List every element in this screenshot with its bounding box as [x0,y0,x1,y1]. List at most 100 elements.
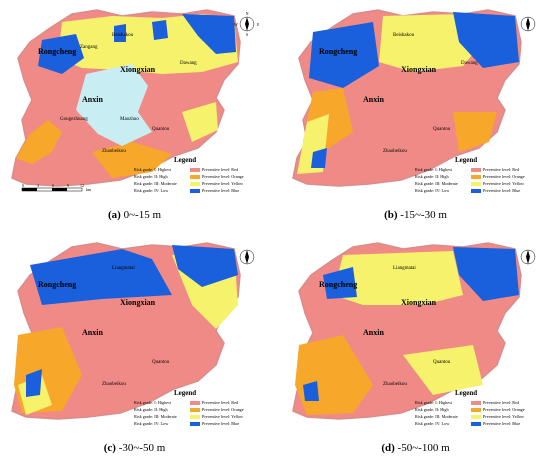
scale-label: 6 [52,183,54,188]
legend-level: Preventive level: Red [202,400,239,405]
legend-level: Preventive level: Orange [483,174,525,179]
legend-grade: Risk grade: I: Highest [415,400,453,405]
town-label: Quantou [152,127,170,132]
town-label: Zhaobeikou [383,149,407,154]
north-arrow [239,249,255,265]
zone-low [114,24,126,42]
legend-swatch-blue [190,189,200,193]
town-label-big: Xiongxian [120,298,156,307]
legend-swatch-orange [471,175,481,179]
legend-grade: Risk grade: I: Highest [134,400,172,405]
town-label-big: Anxin [363,328,384,337]
map-panel-c: Liangmatai Quantou Zhaobeikou Rongcheng … [2,235,267,457]
town-label: Zangang [80,45,98,50]
town-label-big: Xiongxian [401,298,437,307]
map-b: Beishakou Dawang Zhaobeikou Quantou Rong… [292,9,536,193]
legend-level: Preventive level: Orange [483,407,525,412]
scale-label: 12 [80,183,84,188]
zone-low [182,14,236,54]
legend-title: Legend [174,389,196,397]
legend: Legend Risk grade: I: Highest Preventive… [134,156,244,193]
town-label: Zhaobeikou [383,382,407,387]
legend-level: Preventive level: Yellow [202,414,243,419]
legend-grade: Risk grade: III: Moderate [134,181,177,186]
zone-low [152,20,168,40]
legend-grade: Risk grade: II: High [415,174,450,179]
legend-level: Preventive level: Red [483,400,520,405]
town-label: Liangmatai [112,266,135,271]
scale-label: 3 [37,183,39,188]
panel-depth: -30~-50 m [118,442,166,454]
zone-low [30,249,172,305]
legend-level: Preventive level: Yellow [483,181,524,186]
legend-swatch-yellow [190,182,200,186]
zone-low [453,247,519,301]
legend-swatch-yellow [190,415,200,419]
legend-swatch-orange [471,408,481,412]
town-label: Quantou [433,360,451,365]
legend-level: Preventive level: Blue [483,188,520,193]
legend-grade: Risk grade: II: High [134,407,169,412]
zone-moderate [333,251,463,305]
scale-bar: 0 3 6 9 12 km [21,183,92,192]
legend-grade: Risk grade: III: Moderate [415,181,458,186]
panel-caption: (a) 0~-15 m [2,209,267,221]
legend-level: Preventive level: Blue [202,421,239,426]
zone-high [453,112,497,152]
panel-caption: (d) -50~-100 m [283,442,548,454]
town-label-big: Rongcheng [38,47,76,56]
legend-level: Preventive level: Blue [202,188,239,193]
town-label: Quantou [152,360,170,365]
legend: Legend Risk grade: I: Highest Preventive… [415,389,525,426]
panel-letter: (d) [381,442,395,454]
map-panel-d: Liangmatai Quantou Zhaobeikou Rongcheng … [283,235,548,457]
panel-depth: 0~-15 m [123,209,161,221]
town-label-big: Anxin [363,95,384,104]
west-label: W [234,22,238,27]
town-label-big: Rongcheng [319,280,357,289]
map-d: Liangmatai Quantou Zhaobeikou Rongcheng … [292,242,536,426]
zone-low [309,22,379,88]
legend-grade: Risk grade: IV: Low [415,188,449,193]
legend-level: Preventive level: Orange [202,407,244,412]
zone-moderate [182,102,218,142]
town-label: Zhaobeikou [102,149,126,154]
town-label: Maozhuo [120,117,139,122]
legend-grade: Risk grade: IV: Low [415,421,449,426]
zone-low [303,381,319,401]
legend-title: Legend [455,156,477,164]
map-panel-b: Beishakou Dawang Zhaobeikou Quantou Rong… [283,2,548,224]
town-label-big: Anxin [82,95,103,104]
legend: Legend Risk grade: I: Highest Preventive… [415,156,525,193]
south-label: S [246,32,248,37]
legend-swatch-red [471,401,481,405]
legend-grade: Risk grade: III: Moderate [134,414,177,419]
legend-swatch-orange [190,175,200,179]
legend-level: Preventive level: Red [202,167,239,172]
panel-depth: -15~-30 m [400,209,447,221]
east-label: E [257,22,260,27]
zone-low [172,245,238,287]
legend-grade: Risk grade: IV: Low [134,421,168,426]
town-label-big: Xiongxian [401,65,437,74]
scale-unit: km [86,187,92,192]
town-label-big: Rongcheng [319,47,357,56]
town-label: Dawang [180,61,197,66]
legend-swatch-blue [471,422,481,426]
legend-title: Legend [455,389,477,397]
zone-low [26,369,42,397]
map-c: Liangmatai Quantou Zhaobeikou Rongcheng … [11,242,255,426]
town-label-big: Rongcheng [38,280,76,289]
town-label: Dawang [461,61,478,66]
town-label: Zhaobeikou [102,382,126,387]
town-label: Beishakou [393,33,415,38]
north-label: N [246,11,249,16]
panel-letter: (a) [108,209,121,221]
legend-level: Preventive level: Yellow [202,181,243,186]
town-label: Quantou [433,127,451,132]
legend-swatch-blue [190,422,200,426]
map-panel-a: Beishakou Zangang Dawang Zhaobeikou Goug… [2,2,267,224]
north-arrow [520,249,536,265]
legend-title: Legend [174,156,196,164]
legend-swatch-yellow [471,415,481,419]
